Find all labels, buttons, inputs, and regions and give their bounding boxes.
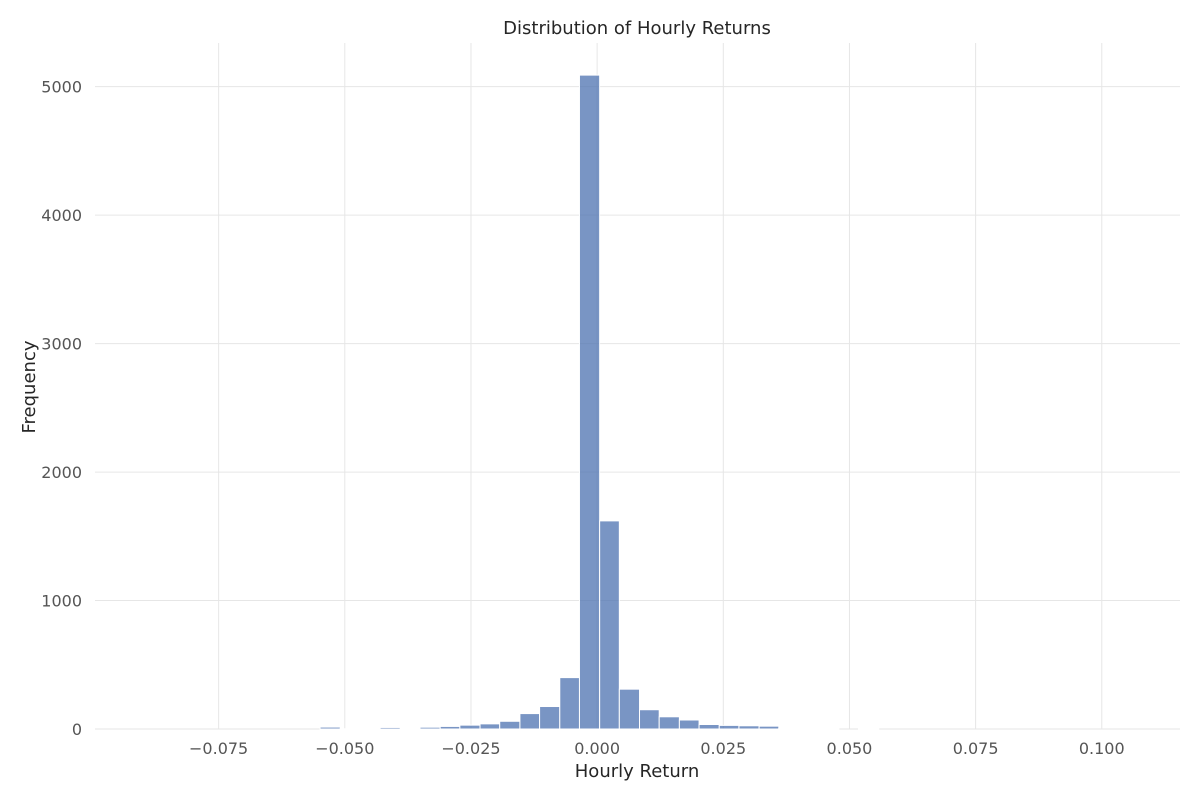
x-tick-label: 0.050: [827, 739, 873, 758]
histogram-bar: [698, 724, 720, 730]
histogram-bar: [519, 713, 541, 730]
histogram-bar: [578, 74, 601, 730]
histogram-bar: [778, 727, 800, 730]
y-tick-label: 3000: [41, 335, 82, 354]
histogram-bars: [319, 74, 880, 730]
histogram-bar: [439, 725, 461, 730]
histogram-bar: [678, 719, 700, 730]
x-tick-label: 0.025: [700, 739, 746, 758]
y-tick-label: 0: [72, 720, 82, 739]
histogram-bar: [599, 520, 620, 730]
histogram-bar: [419, 726, 441, 730]
histogram-bar: [539, 706, 561, 730]
histogram-bar: [658, 716, 680, 730]
histogram-bar: [639, 709, 660, 730]
x-tick-labels: −0.075 −0.050 −0.025 0.000 0.025 0.050 0.075 0.…: [189, 739, 1125, 758]
histogram-bar: [479, 723, 501, 730]
y-tick-label: 2000: [41, 463, 82, 482]
y-axis-label: Frequency: [19, 340, 40, 433]
x-tick-label: −0.025: [441, 739, 500, 758]
histogram-bar: [499, 720, 521, 730]
histogram-bar: [359, 727, 381, 730]
x-tick-label: 0.100: [1079, 739, 1125, 758]
histogram-bar: [858, 727, 880, 730]
x-tick-label: −0.050: [315, 739, 374, 758]
histogram-bar: [738, 725, 760, 730]
histogram-bar: [559, 677, 580, 730]
histogram-bar: [319, 726, 341, 730]
chart-title: Distribution of Hourly Returns: [503, 18, 771, 39]
histogram-bar: [618, 688, 641, 730]
x-axis-label: Hourly Return: [575, 761, 699, 782]
x-tick-label: 0.000: [574, 739, 620, 758]
histogram-bar: [798, 727, 820, 730]
histogram-bar: [379, 726, 401, 730]
grid-lines: [95, 43, 1180, 730]
histogram-bar: [758, 725, 780, 730]
y-tick-label: 5000: [41, 78, 82, 97]
x-tick-label: −0.075: [189, 739, 248, 758]
y-tick-label: 4000: [41, 206, 82, 225]
y-tick-label: 1000: [41, 592, 82, 611]
histogram-bar: [399, 727, 421, 730]
histogram-bar: [459, 724, 481, 730]
x-tick-label: 0.075: [953, 739, 999, 758]
histogram-bar: [718, 724, 740, 730]
y-tick-labels: 0 1000 2000 3000 4000 5000: [41, 78, 82, 739]
